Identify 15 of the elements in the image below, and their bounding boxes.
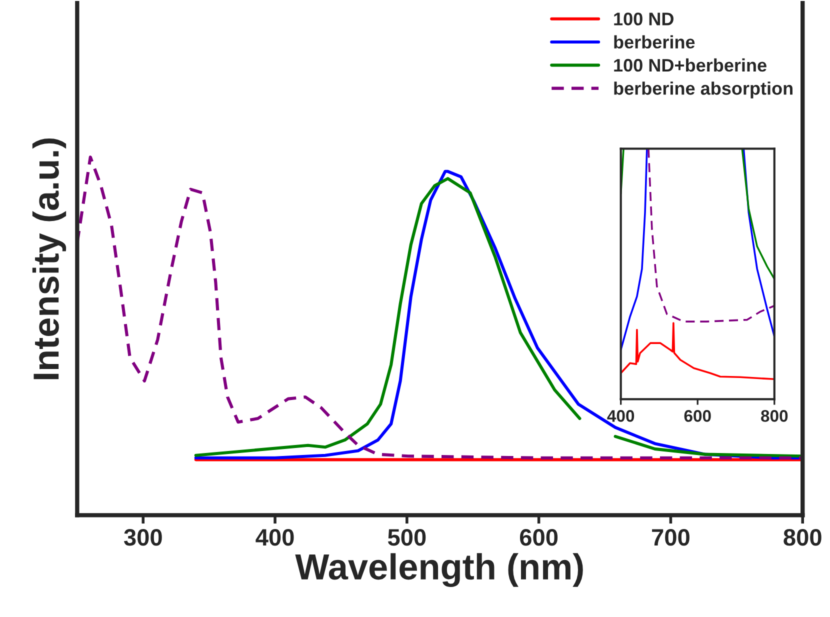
x-tick-label: 400 bbox=[607, 410, 634, 422]
legend-label: 100 ND+berberine bbox=[614, 58, 766, 72]
legend-label: 100 ND bbox=[614, 12, 674, 26]
x-tick-label: 400 bbox=[256, 529, 294, 546]
x-axis-title: Wavelength (nm) bbox=[295, 553, 583, 587]
x-tick-label: 800 bbox=[784, 529, 822, 546]
x-tick-label: 800 bbox=[761, 410, 788, 422]
y-axis-title: Intensity (a.u.) bbox=[32, 138, 66, 380]
x-tick-label: 600 bbox=[684, 410, 711, 422]
legend-label: berberine absorption bbox=[614, 82, 792, 98]
x-tick-label: 700 bbox=[652, 529, 690, 546]
x-tick-label: 600 bbox=[520, 529, 558, 546]
x-tick-label: 500 bbox=[388, 529, 426, 546]
legend-label: berberine bbox=[614, 35, 695, 49]
x-tick-label: 300 bbox=[124, 529, 162, 546]
